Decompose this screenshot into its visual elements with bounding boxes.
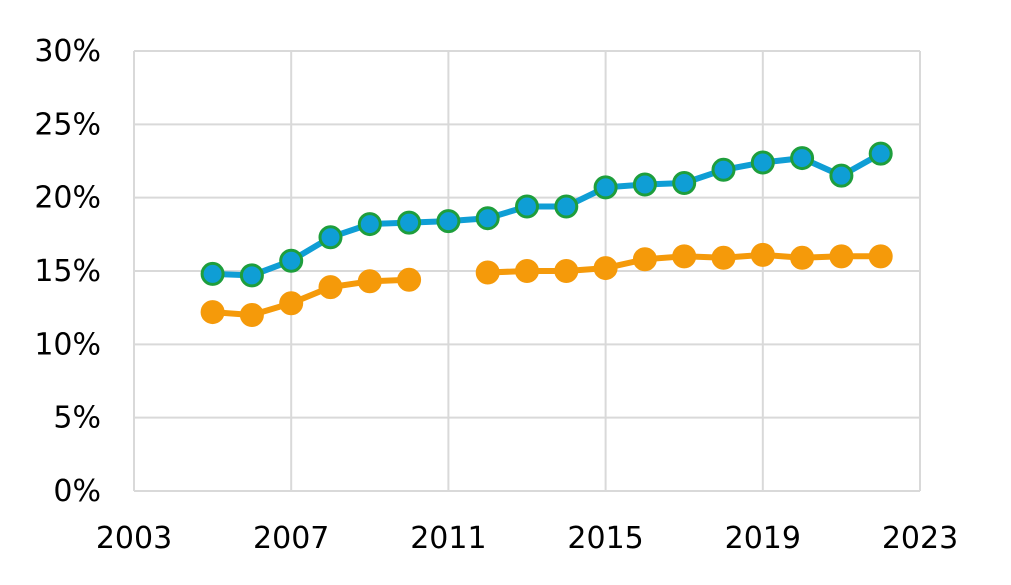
y-tick-label: 15%	[34, 254, 101, 289]
data-point	[515, 259, 539, 283]
tick-labels: 0% 5% 10% 15% 20% 25% 30% 2003 2007 2011 2015 2019 2…	[34, 34, 958, 556]
x-tick-label: 2007	[253, 521, 329, 556]
data-point	[318, 275, 343, 300]
series-layer	[200, 141, 893, 327]
data-point	[554, 194, 579, 219]
x-tick-label: 2011	[410, 521, 486, 556]
data-point	[672, 171, 697, 195]
axes	[133, 51, 920, 492]
data-point	[279, 291, 304, 316]
y-tick-label: 25%	[34, 107, 101, 142]
data-point	[711, 245, 736, 270]
data-point	[475, 260, 500, 285]
y-tick-label: 30%	[34, 34, 101, 69]
data-point	[711, 157, 736, 182]
data-point	[554, 259, 579, 283]
data-point	[829, 244, 854, 269]
data-point	[632, 247, 657, 272]
data-point	[200, 300, 225, 325]
data-point	[829, 163, 854, 188]
x-tick-label: 2019	[725, 521, 801, 556]
series-2	[200, 242, 893, 327]
data-point	[593, 256, 618, 281]
x-tick-label: 2015	[567, 521, 643, 556]
data-point	[239, 303, 264, 327]
data-point	[750, 150, 775, 175]
data-point	[868, 141, 893, 166]
data-point	[239, 263, 264, 288]
data-point	[632, 172, 657, 197]
data-point	[200, 261, 225, 286]
data-point	[868, 244, 893, 269]
data-point	[397, 210, 422, 235]
data-point	[397, 267, 422, 292]
data-point	[357, 212, 382, 237]
y-tick-label: 5%	[53, 401, 101, 436]
y-tick-label: 10%	[34, 327, 101, 362]
data-point	[357, 269, 382, 294]
data-point	[515, 194, 539, 219]
y-tick-label: 0%	[53, 474, 101, 509]
data-point	[318, 225, 343, 250]
data-point	[790, 245, 815, 270]
data-point	[593, 175, 618, 200]
data-point	[279, 248, 304, 273]
x-tick-label: 2003	[96, 521, 172, 556]
data-point	[436, 209, 461, 234]
data-point	[790, 146, 815, 171]
series-1	[200, 141, 893, 288]
data-point	[672, 244, 697, 269]
x-tick-label: 2023	[882, 521, 958, 556]
data-point	[475, 206, 500, 231]
data-point	[750, 242, 775, 267]
y-tick-label: 20%	[34, 181, 101, 216]
